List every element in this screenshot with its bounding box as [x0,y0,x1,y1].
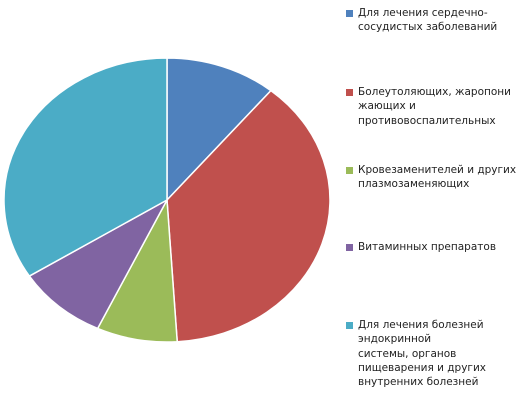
legend-swatch-cardiovascular [346,10,353,17]
legend-label-blood-substitutes: Кровезаменителей и других плазмозаменяющ… [358,164,517,191]
legend-label-vitamins: Витаминных препаратов [358,241,497,253]
legend-swatch-vitamins [346,244,353,251]
legend: Для лечения сердечно- сосудистых заболев… [346,0,527,401]
legend-label-cardiovascular: Для лечения сердечно- сосудистых заболев… [358,7,498,34]
legend-item-endocrine: Для лечения болезней эндокринной системы… [346,318,524,389]
legend-item-analgesic: Болеутоляющих, жаропони жающих и противо… [346,85,524,128]
pie-slice-cardiovascular [166,57,272,201]
pie-slice-vitamins [28,199,168,330]
legend-item-cardiovascular: Для лечения сердечно- сосудистых заболев… [346,6,524,35]
legend-swatch-blood-substitutes [346,167,353,174]
pie-slice-endocrine [3,57,168,277]
legend-swatch-analgesic [346,89,353,96]
pie-slices [3,57,331,343]
legend-swatch-endocrine [346,322,353,329]
pie-chart [3,57,331,343]
legend-label-endocrine: Для лечения болезней эндокринной системы… [358,319,486,389]
legend-item-vitamins: Витаминных препаратов [346,240,524,254]
legend-label-analgesic: Болеутоляющих, жаропони жающих и противо… [358,86,511,127]
legend-item-blood-substitutes: Кровезаменителей и других плазмозаменяющ… [346,163,524,192]
pie-slice-analgesic [166,89,331,343]
